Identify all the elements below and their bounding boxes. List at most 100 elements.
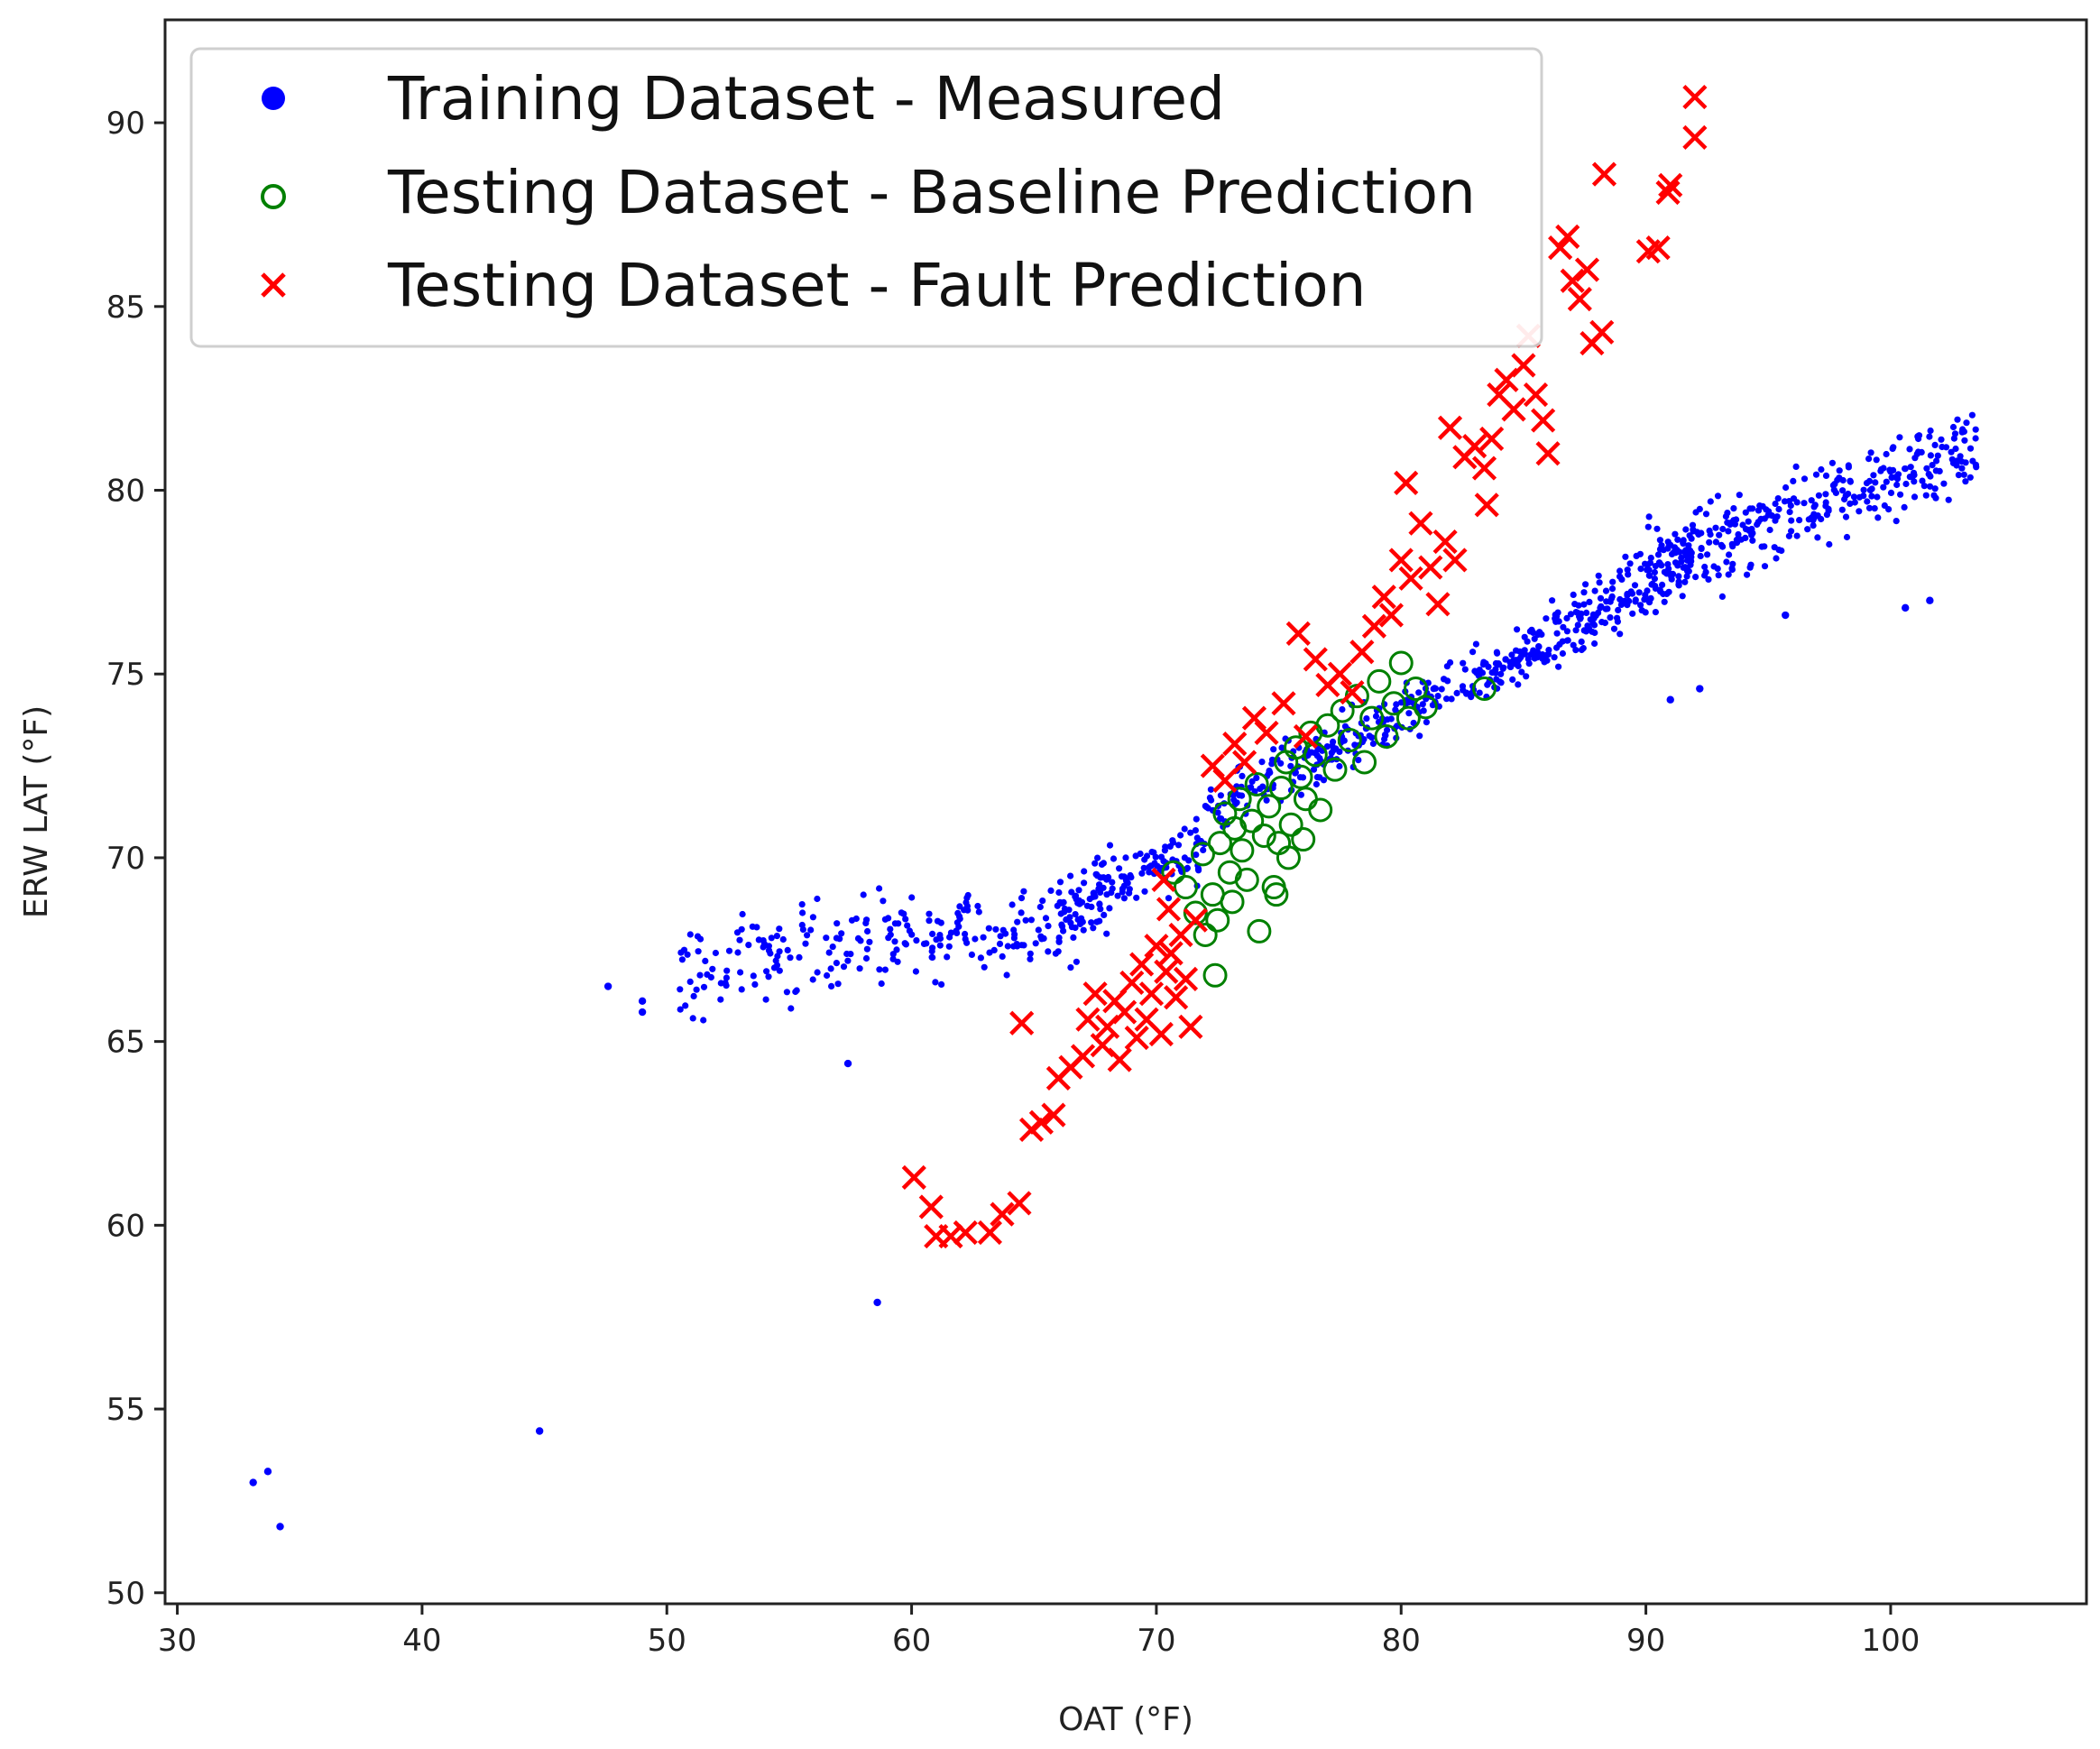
fault-point [1028,1109,1054,1135]
measured-point [1847,477,1854,484]
measured-point [985,925,992,932]
measured-point [1103,876,1110,883]
measured-point [1953,462,1960,469]
fault-point [1303,647,1328,672]
measured-point [1867,449,1874,456]
measured-point [1535,643,1543,650]
measured-point [1230,796,1238,804]
measured-point [898,909,905,916]
measured-point [992,925,999,933]
measured-point [1790,477,1797,485]
measured-point [1660,547,1667,554]
fault-point [1474,492,1499,518]
measured-point [1616,631,1624,638]
measured-point [1047,887,1055,895]
baseline-point [1205,907,1230,933]
measured-point [1580,645,1587,652]
measured-point [1932,467,1939,474]
fault-point [953,1220,978,1246]
measured-point [1093,918,1101,925]
measured-point [1851,499,1858,506]
measured-point [840,963,848,971]
fault-point [1511,353,1536,378]
measured-point [1637,602,1644,609]
measured-point [1940,480,1948,487]
measured-point [1796,517,1803,524]
measured-point [1836,467,1843,474]
series-fault-prediction [901,84,1708,1249]
baseline-point [1257,794,1282,819]
measured-point [1670,548,1677,557]
baseline-point [1278,812,1303,837]
x-axis-label: OAT (°F) [1058,1701,1193,1738]
measured-point [1938,436,1945,443]
measured-point [1962,459,1969,466]
measured-point [1056,879,1064,886]
measured-point [1591,640,1598,648]
measured-point [1098,861,1106,869]
measured-point [1907,464,1914,471]
measured-point [1570,641,1577,649]
measured-point [1018,909,1025,916]
fault-point [1144,934,1169,959]
y-tick-label: 80 [106,474,145,510]
baseline-point [1413,695,1438,720]
measured-point [1181,825,1188,833]
measured-point [1339,705,1346,713]
measured-point [1644,523,1652,530]
fault-point [1222,732,1248,757]
measured-point [1902,480,1910,488]
measured-point [763,968,770,975]
fault-point [1535,441,1561,466]
fault-point [1129,952,1155,977]
fault-point [1212,768,1238,793]
measured-point [1169,839,1177,846]
measured-point [809,914,817,921]
x-tick-label: 50 [648,1623,686,1659]
measured-point [1460,659,1467,667]
legend-box [189,47,1543,348]
measured-point [734,949,741,956]
measured-point [1834,476,1841,483]
measured-point [1772,517,1779,524]
measured-point [1042,915,1050,922]
measured-point [1133,894,1140,901]
measured-point [1147,862,1155,870]
measured-point [1013,941,1020,948]
measured-point [828,982,835,990]
measured-point [689,1015,696,1022]
x-tick-label: 90 [1626,1623,1665,1659]
measured-point [1032,940,1039,947]
measured-point [1680,540,1687,548]
fault-point [1418,555,1443,580]
measured-point [1040,934,1047,942]
baseline-point [1251,823,1276,848]
measured-point [1132,852,1139,860]
baseline-point [1244,771,1269,796]
measured-point [1116,865,1123,872]
measured-point [1828,459,1836,466]
measured-point [1336,762,1343,770]
baseline-point [1367,668,1392,694]
measured-point [263,1468,272,1476]
measured-point [677,986,684,993]
x-tick-label: 40 [402,1623,441,1659]
measured-point [912,968,920,975]
measured-point [1949,423,1957,431]
measured-point [1637,566,1644,573]
measured-point [1764,511,1772,519]
measured-point [881,966,889,973]
measured-point [1727,520,1734,529]
measured-point [1453,689,1460,697]
measured-point [1929,461,1936,469]
fault-point [1254,720,1279,745]
measured-point [1434,693,1441,700]
fault-point [1555,224,1580,249]
measured-point [981,963,988,971]
measured-point [1622,553,1629,560]
fault-point [1156,897,1182,922]
measured-point [1080,926,1087,934]
x-tick-label: 100 [1861,1623,1920,1659]
fault-point [1232,750,1257,775]
measured-point [1616,573,1624,580]
